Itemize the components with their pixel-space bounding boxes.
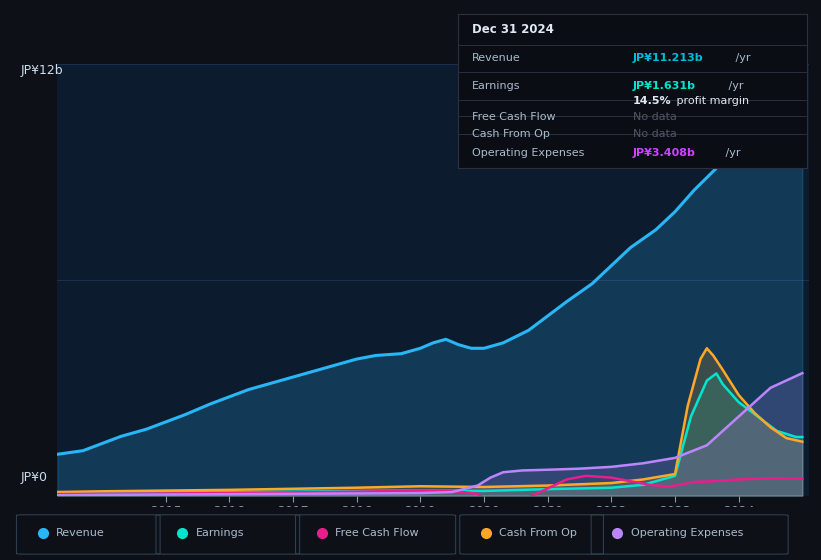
Text: Earnings: Earnings xyxy=(472,81,521,91)
Text: /yr: /yr xyxy=(722,148,740,157)
Text: Earnings: Earnings xyxy=(195,529,244,538)
Text: 14.5%: 14.5% xyxy=(633,96,672,106)
Text: Dec 31 2024: Dec 31 2024 xyxy=(472,23,554,36)
Text: Free Cash Flow: Free Cash Flow xyxy=(472,112,556,122)
Text: profit margin: profit margin xyxy=(672,96,749,106)
Text: Operating Expenses: Operating Expenses xyxy=(472,148,585,157)
Text: JP¥11.213b: JP¥11.213b xyxy=(633,53,704,63)
Text: JP¥1.631b: JP¥1.631b xyxy=(633,81,695,91)
Text: JP¥3.408b: JP¥3.408b xyxy=(633,148,695,157)
Text: /yr: /yr xyxy=(732,53,750,63)
Text: Cash From Op: Cash From Op xyxy=(499,529,577,538)
Text: JP¥12b: JP¥12b xyxy=(21,64,63,77)
Text: No data: No data xyxy=(633,112,677,122)
Text: Revenue: Revenue xyxy=(56,529,104,538)
Text: JP¥0: JP¥0 xyxy=(21,472,48,484)
Text: No data: No data xyxy=(633,129,677,139)
Text: Revenue: Revenue xyxy=(472,53,521,63)
Text: Free Cash Flow: Free Cash Flow xyxy=(335,529,419,538)
Text: /yr: /yr xyxy=(725,81,744,91)
Text: Cash From Op: Cash From Op xyxy=(472,129,550,139)
Text: Operating Expenses: Operating Expenses xyxy=(631,529,743,538)
